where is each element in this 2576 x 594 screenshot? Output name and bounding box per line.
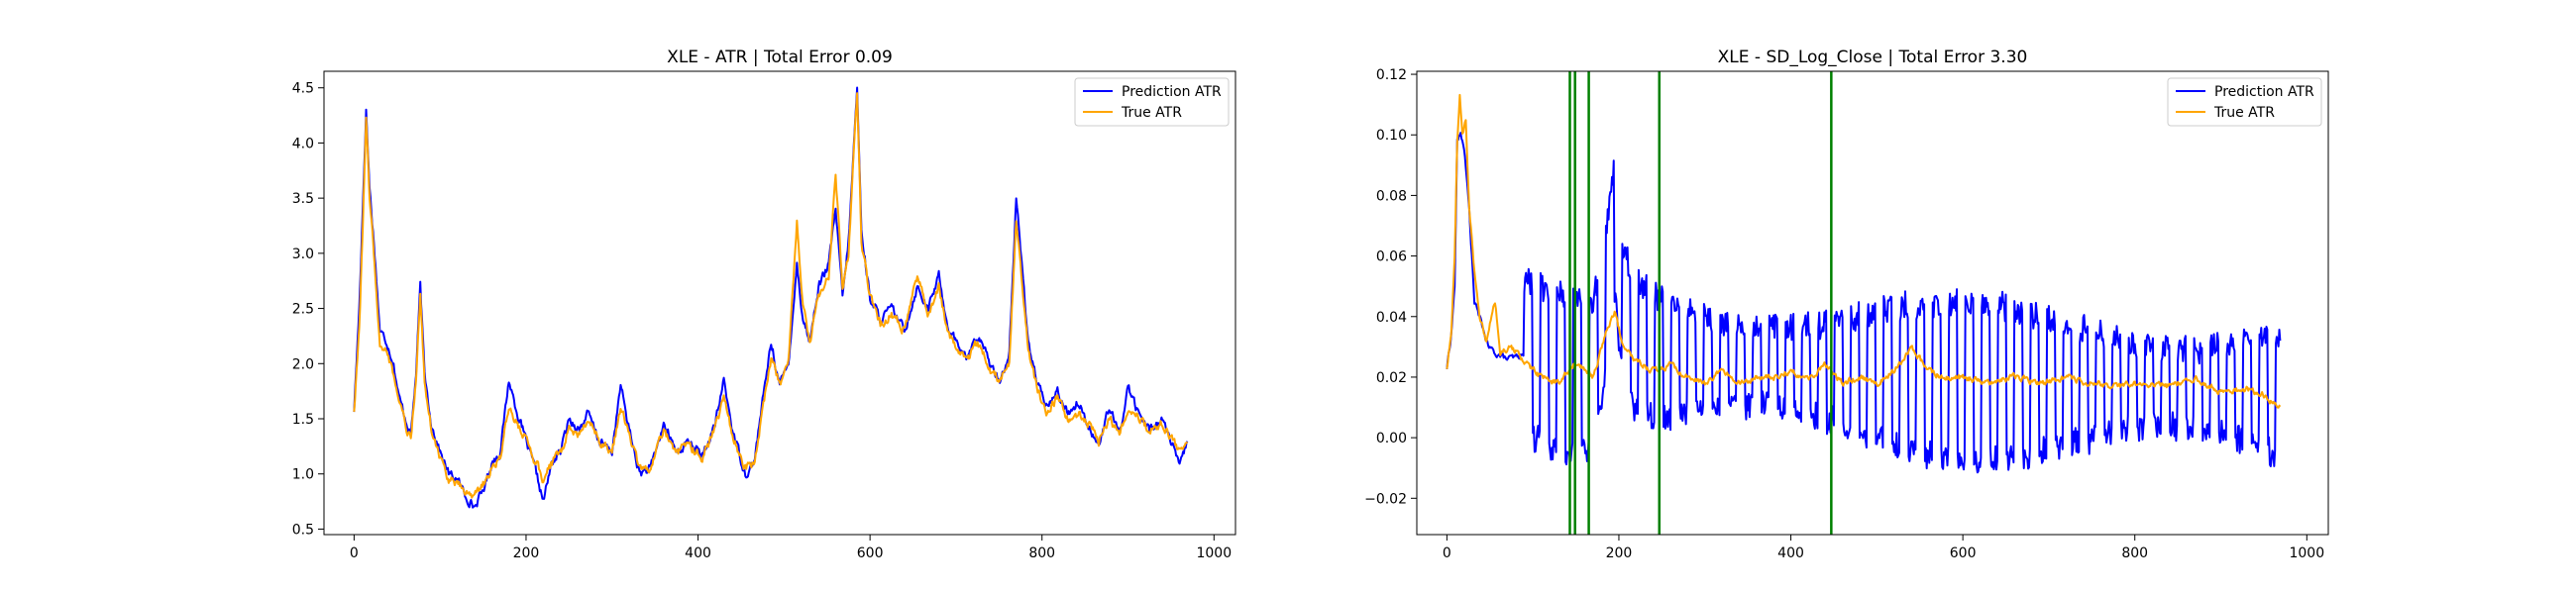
legend-label-true: True ATR bbox=[1121, 105, 1182, 121]
series-line-true bbox=[353, 92, 1189, 499]
series-line-true bbox=[1446, 93, 2282, 409]
y-tick-label: 0.12 bbox=[1376, 67, 1407, 83]
y-tick-label: 4.5 bbox=[292, 81, 314, 97]
y-tick-label: 0.04 bbox=[1376, 310, 1407, 326]
legend: Prediction ATR True ATR bbox=[2167, 77, 2322, 127]
x-tick-label: 0 bbox=[350, 545, 359, 561]
series-line-prediction bbox=[1446, 132, 2282, 474]
plot-area bbox=[1446, 93, 2282, 474]
y-tick-label: 0.5 bbox=[292, 522, 314, 538]
y-tick-label: 0.02 bbox=[1376, 370, 1407, 386]
x-tick-label: 1000 bbox=[1196, 545, 1232, 561]
y-tick-label: −0.02 bbox=[1364, 491, 1407, 507]
chart-sd-log-close: XLE - SD_Log_Close | Total Error 3.30 0 2… bbox=[1364, 48, 2329, 561]
x-tick-label: 1000 bbox=[2289, 545, 2324, 561]
y-tick-label: 0.10 bbox=[1376, 128, 1407, 144]
x-tick-label: 400 bbox=[685, 545, 711, 561]
y-axis: 0.5 1.0 1.5 2.0 2.5 3.0 3.5 4.0 4.5 bbox=[292, 81, 324, 538]
legend: Prediction ATR True ATR bbox=[1074, 77, 1230, 127]
y-tick-label: 0.00 bbox=[1376, 431, 1407, 446]
vertical-markers bbox=[1568, 71, 1833, 535]
y-tick-label: 1.5 bbox=[292, 412, 314, 428]
x-axis: 0 200 400 600 800 1000 bbox=[350, 535, 1232, 561]
legend-box bbox=[2167, 77, 2322, 127]
legend-box bbox=[1074, 77, 1230, 127]
x-tick-label: 400 bbox=[1777, 545, 1804, 561]
legend-label-true: True ATR bbox=[2213, 105, 2275, 121]
legend-label-prediction: Prediction ATR bbox=[1122, 84, 1222, 100]
x-tick-label: 0 bbox=[1443, 545, 1451, 561]
y-tick-label: 1.0 bbox=[292, 467, 314, 483]
axes-frame bbox=[1416, 70, 2329, 536]
y-tick-label: 0.06 bbox=[1376, 249, 1407, 265]
x-tick-label: 600 bbox=[857, 545, 884, 561]
legend-label-prediction: Prediction ATR bbox=[2214, 84, 2314, 100]
series-line-prediction bbox=[353, 86, 1189, 509]
plot-area bbox=[353, 86, 1189, 509]
chart-title: XLE - ATR | Total Error 0.09 bbox=[667, 48, 893, 67]
x-tick-label: 200 bbox=[1606, 545, 1633, 561]
y-tick-label: 3.0 bbox=[292, 247, 314, 262]
x-tick-label: 600 bbox=[1950, 545, 1977, 561]
x-tick-label: 200 bbox=[513, 545, 540, 561]
y-tick-label: 2.0 bbox=[292, 356, 314, 372]
y-tick-label: 4.0 bbox=[292, 136, 314, 151]
x-tick-label: 800 bbox=[1028, 545, 1055, 561]
x-tick-label: 800 bbox=[2121, 545, 2148, 561]
y-tick-label: 2.5 bbox=[292, 302, 314, 318]
axes-frame bbox=[323, 70, 1236, 536]
y-tick-label: 0.08 bbox=[1376, 188, 1407, 204]
y-tick-label: 3.5 bbox=[292, 191, 314, 207]
chart-atr: XLE - ATR | Total Error 0.09 0 200 400 600 8… bbox=[292, 48, 1236, 561]
y-axis: −0.02 0.00 0.02 0.04 0.06 0.08 0.10 0.12 bbox=[1364, 67, 1417, 507]
chart-title: XLE - SD_Log_Close | Total Error 3.30 bbox=[1718, 48, 2028, 67]
x-axis: 0 200 400 600 800 1000 bbox=[1443, 535, 2324, 561]
